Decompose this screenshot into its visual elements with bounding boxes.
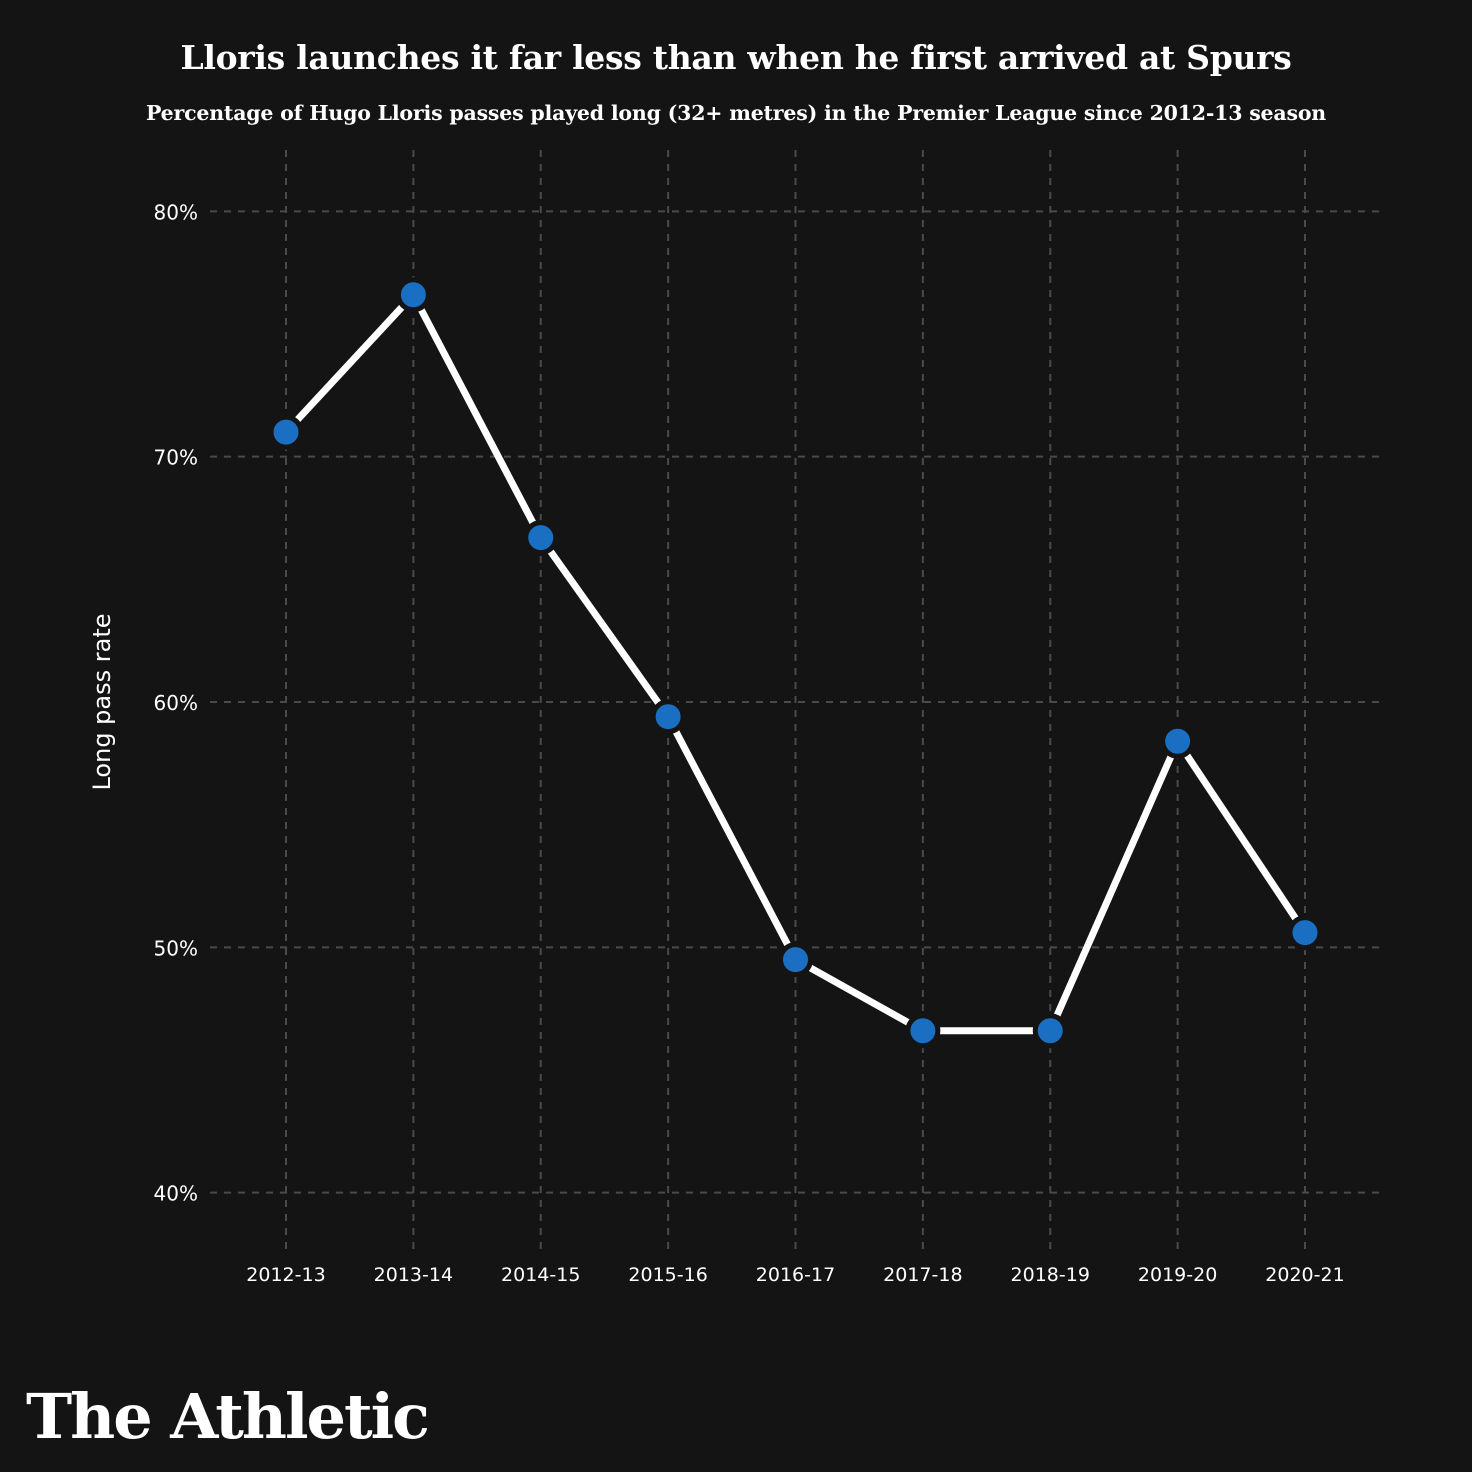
series-layer bbox=[268, 277, 1323, 1049]
y-tick-label: 70% bbox=[154, 446, 198, 470]
data-point bbox=[1032, 1013, 1068, 1049]
x-tick-label: 2014-15 bbox=[501, 1264, 580, 1286]
x-tick-label: 2019-20 bbox=[1138, 1264, 1217, 1286]
chart-grid bbox=[210, 150, 1382, 1254]
x-axis-ticks: 2012-13 2013-14 2014-15 2015-16 2016-17 2017-… bbox=[246, 1264, 1344, 1286]
data-point bbox=[650, 699, 686, 735]
data-point bbox=[1287, 915, 1323, 951]
data-point bbox=[1160, 723, 1196, 759]
x-tick-label: 2012-13 bbox=[246, 1264, 325, 1286]
x-tick-label: 2017-18 bbox=[883, 1264, 962, 1286]
y-tick-label: 40% bbox=[154, 1182, 198, 1206]
y-tick-label: 60% bbox=[154, 691, 198, 715]
x-tick-label: 2018-19 bbox=[1011, 1264, 1090, 1286]
x-tick-label: 2016-17 bbox=[756, 1264, 835, 1286]
x-tick-label: 2015-16 bbox=[628, 1264, 707, 1286]
y-axis-ticks: 40% 50% 60% 70% 80% bbox=[154, 200, 198, 1205]
chart-subtitle: Percentage of Hugo Lloris passes played … bbox=[145, 101, 1326, 125]
y-tick-label: 50% bbox=[154, 936, 198, 960]
data-point bbox=[778, 942, 813, 978]
y-tick-label: 80% bbox=[154, 200, 198, 224]
x-tick-label: 2020-21 bbox=[1265, 1264, 1344, 1286]
the-athletic-logo: The Athletic bbox=[26, 1380, 430, 1453]
x-tick-label: 2013-14 bbox=[374, 1264, 453, 1286]
data-point bbox=[268, 414, 304, 450]
data-point bbox=[905, 1013, 941, 1049]
data-point bbox=[523, 520, 559, 556]
chart-title: Lloris launches it far less than when he… bbox=[180, 38, 1292, 77]
data-point bbox=[395, 277, 431, 313]
